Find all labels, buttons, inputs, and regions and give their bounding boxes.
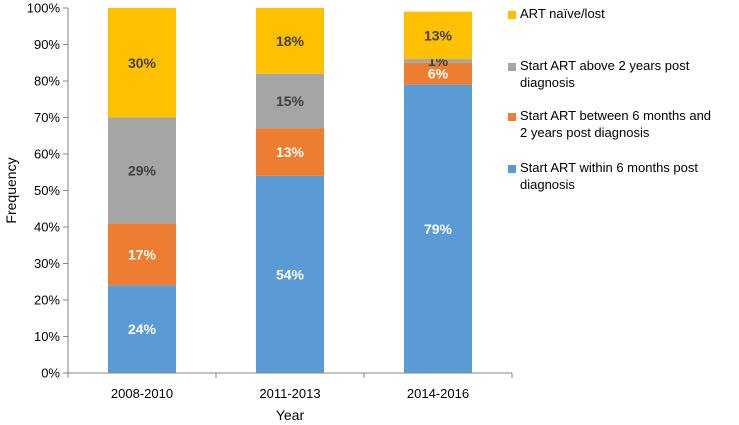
data-label-4-2014-2016: 13% [424,27,453,43]
legend-marker-4 [508,11,516,19]
y-tick-label: 40% [34,220,60,235]
legend-marker-3 [508,63,516,71]
data-label-3-2008-2010: 29% [128,162,157,178]
data-label-2-2011-2013: 13% [276,144,305,160]
y-tick-label: 90% [34,37,60,52]
y-tick-label: 50% [34,183,60,198]
axes-group: 0% 10% 20% 30% 40% 50% 60% 70% 80% 90% 100% 2008-20… [27,1,513,401]
y-tick-label: 60% [34,147,60,162]
data-label-1-2011-2013: 54% [276,266,305,282]
data-label-4-2011-2013: 18% [276,33,305,49]
y-tick-label: 20% [34,293,60,308]
legend-marker-2 [508,113,516,121]
y-tick-label: 0% [41,366,60,381]
bar-segment-1-2011-2013 [256,175,324,373]
data-label-2-2014-2016: 6% [428,66,449,82]
data-label-2-2008-2010: 17% [128,246,157,262]
legend-label-3: Start ART above 2 years post diagnosis [520,58,690,90]
legend-label-1: Start ART within 6 months post diagnosis [520,160,698,192]
data-label-1-2008-2010: 24% [128,321,157,337]
legend-label-line: diagnosis [520,177,575,192]
y-axis-title: Frequency [3,157,19,223]
data-label-1-2014-2016: 79% [424,221,453,237]
y-tick-label: 30% [34,256,60,271]
legend: ART naïve/lost Start ART above 2 years po… [508,6,711,192]
legend-label-line: Start ART within 6 months post [520,160,698,175]
bar-segment-3-2014-2016 [404,59,472,63]
legend-label-line: diagnosis [520,75,575,90]
y-tick-label: 100% [27,1,61,16]
x-tick-label: 2014-2016 [407,386,469,401]
x-axis-title: Year [276,407,305,423]
y-tick-label: 80% [34,74,60,89]
bar-segment-2-2011-2013 [256,128,324,176]
bar-segment-4-2008-2010 [108,8,176,118]
bar-segment-3-2008-2010 [108,117,176,224]
legend-marker-1 [508,165,516,173]
bar-segment-1-2008-2010 [108,285,176,373]
x-tick-label: 2008-2010 [111,386,173,401]
bar-segment-4-2011-2013 [256,8,324,74]
bar-segment-2-2014-2016 [404,62,472,85]
legend-label-4: ART naïve/lost [520,6,605,21]
data-label-3-2011-2013: 15% [276,93,305,109]
y-tick-label: 10% [34,329,60,344]
bar-segment-3-2011-2013 [256,73,324,129]
legend-label-line: Start ART between 6 months and [520,108,711,123]
bar-segment-2-2008-2010 [108,223,176,286]
legend-label-line: ART naïve/lost [520,6,605,21]
bar-segment-1-2014-2016 [404,84,472,374]
bar-segment-4-2014-2016 [404,11,472,60]
x-tick-label: 2011-2013 [259,386,320,401]
data-label-4-2008-2010: 30% [128,55,157,71]
legend-label-line: Start ART above 2 years post [520,58,690,73]
y-tick-label: 70% [34,110,60,125]
legend-label-2: Start ART between 6 months and 2 years po… [520,108,711,140]
bars-group: 24%17%29%30%54%13%15%18%79%6%1%13% [108,8,472,374]
legend-label-line: 2 years post diagnosis [520,125,650,140]
